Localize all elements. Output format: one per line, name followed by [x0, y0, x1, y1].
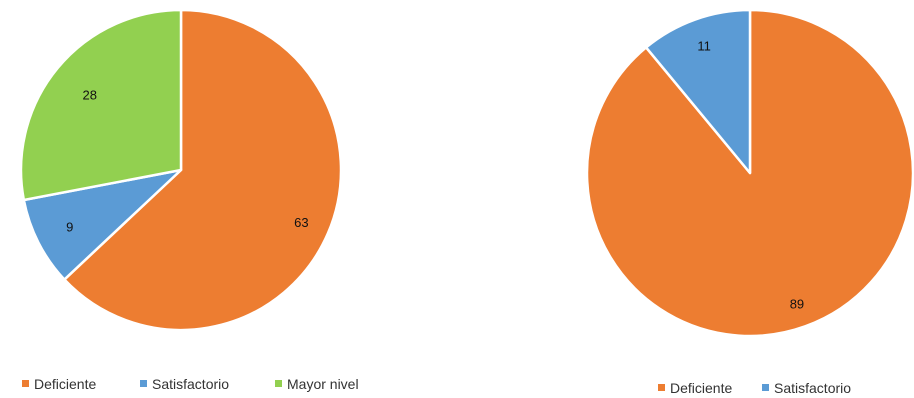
legend-swatch-satisfactorio — [762, 384, 769, 391]
legend-swatch-deficiente — [658, 384, 665, 391]
legend: Deficiente Satisfactorio Mayor nivel — [22, 376, 359, 392]
pie-slice-satisfactorio — [644, 8, 752, 175]
pie-slice-deficiente — [63, 8, 343, 332]
data-label-mayor-nivel: 28 — [83, 88, 97, 103]
data-label-satisfactorio: 11 — [697, 39, 711, 54]
pie-slice-mayor-nivel — [19, 8, 183, 202]
legend-label-deficiente: Deficiente — [670, 380, 732, 396]
data-label-deficiente: 63 — [294, 215, 308, 230]
pie-chart-right: 89 11 Deficiente Satisfactorio — [585, 8, 914, 396]
legend-swatch-mayor-nivel — [275, 380, 282, 387]
legend-swatch-deficiente — [22, 380, 29, 387]
legend-label-satisfactorio: Satisfactorio — [152, 376, 229, 392]
pie-slice-satisfactorio — [22, 168, 183, 281]
legend-swatch-satisfactorio — [140, 380, 147, 387]
data-label-deficiente: 89 — [790, 296, 804, 311]
data-label-satisfactorio: 9 — [66, 220, 73, 235]
legend-label-satisfactorio: Satisfactorio — [774, 380, 851, 396]
legend-label-mayor-nivel: Mayor nivel — [287, 376, 359, 392]
pie-chart-left: 63 9 28 Deficiente Satisfactorio Mayor nivel — [19, 8, 359, 392]
legend-label-deficiente: Deficiente — [34, 376, 96, 392]
legend: Deficiente Satisfactorio — [658, 380, 851, 396]
